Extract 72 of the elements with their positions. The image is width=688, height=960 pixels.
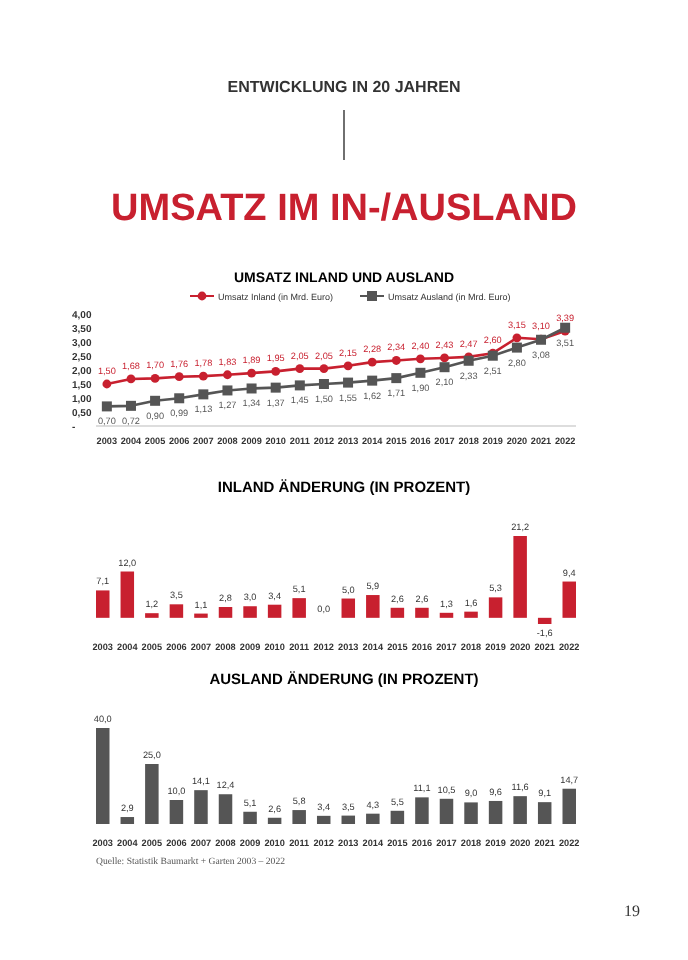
point (174, 393, 185, 404)
bar (243, 606, 257, 618)
point (391, 356, 401, 365)
bar (537, 617, 552, 624)
point (125, 400, 136, 411)
bar (243, 811, 257, 824)
point (101, 401, 112, 412)
point (246, 383, 257, 394)
point (247, 368, 256, 378)
text: 19 (624, 902, 640, 920)
point (367, 357, 377, 367)
bar (366, 595, 380, 618)
point (295, 364, 305, 373)
bar (267, 817, 282, 824)
point (416, 354, 425, 364)
point (294, 380, 305, 391)
bar (415, 797, 429, 824)
text: UMSATZ IM IN-/AUSLAND (111, 188, 577, 230)
point (367, 375, 378, 386)
point (319, 364, 329, 373)
point (439, 362, 450, 373)
bar (218, 607, 233, 618)
point (174, 372, 184, 382)
bar (194, 790, 208, 824)
bar (562, 581, 576, 618)
point (102, 379, 112, 389)
point (223, 370, 232, 380)
bar (218, 794, 233, 824)
bar (366, 813, 380, 824)
bar (464, 802, 478, 824)
point (271, 367, 281, 376)
bar (513, 796, 527, 824)
point (198, 371, 208, 381)
bar (267, 604, 282, 618)
point (318, 379, 329, 389)
point (440, 353, 449, 363)
bar (292, 598, 306, 618)
bar (292, 810, 306, 824)
bar (120, 817, 135, 824)
bar (341, 598, 356, 618)
bar (390, 810, 405, 824)
bar (537, 802, 552, 824)
point (150, 374, 160, 383)
text: ENTWICKLUNG IN 20 JAHREN (227, 78, 461, 96)
point (150, 395, 161, 406)
bar (439, 798, 454, 824)
bar (562, 788, 576, 824)
bar (488, 597, 503, 618)
bar (316, 815, 331, 824)
point (343, 361, 353, 371)
bar (145, 764, 159, 824)
bar (415, 607, 429, 618)
bar (439, 612, 454, 618)
bar (169, 604, 184, 618)
point (343, 377, 354, 388)
bar (96, 590, 110, 618)
point (270, 382, 281, 393)
point (512, 333, 522, 343)
bar (464, 611, 478, 618)
bar (390, 607, 405, 618)
bar (488, 800, 503, 824)
bar (341, 815, 356, 824)
point (198, 389, 209, 400)
bar (120, 571, 135, 618)
point (126, 374, 136, 384)
point (415, 367, 426, 378)
point (391, 373, 402, 384)
point (511, 342, 522, 353)
bar (513, 536, 527, 618)
point (222, 385, 233, 396)
bar (169, 800, 184, 824)
bar (96, 728, 110, 824)
